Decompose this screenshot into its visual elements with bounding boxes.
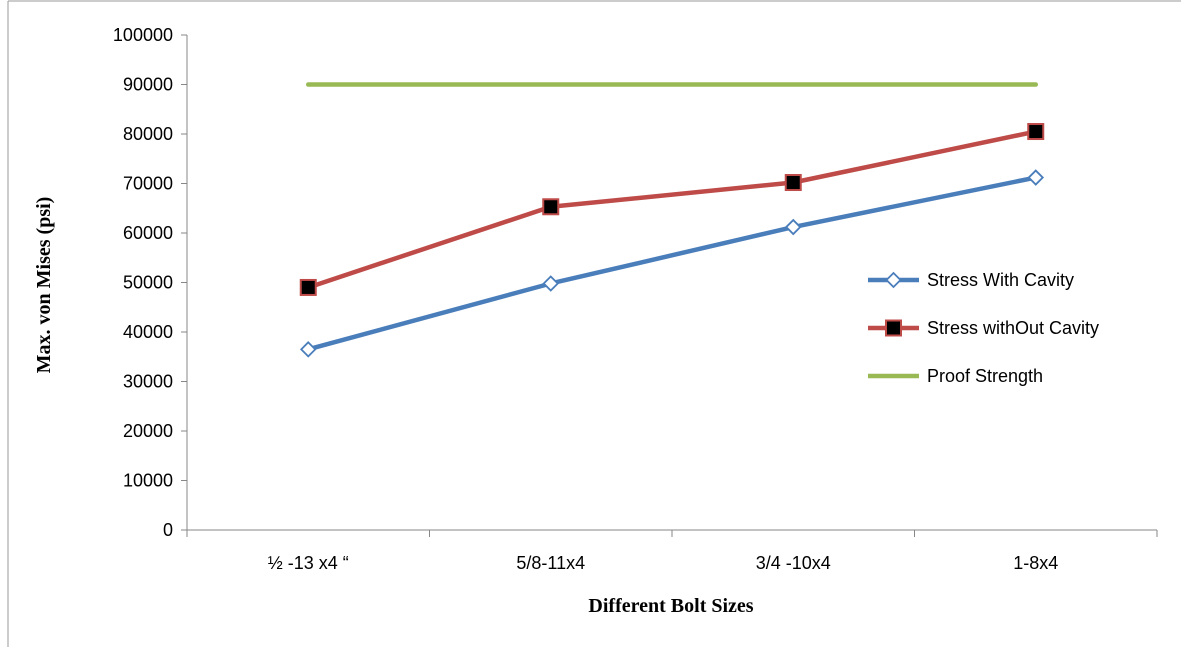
point-marker [1027, 123, 1045, 141]
x-axis-title: Different Bolt Sizes [588, 595, 753, 617]
y-tick-label: 30000 [123, 372, 173, 392]
x-tick-label: 5/8-11x4 [516, 553, 585, 573]
y-tick-label: 10000 [123, 471, 173, 491]
series-2 [299, 123, 1045, 296]
x-tick-label: ½ -13 x4 “ [268, 553, 349, 573]
x-tick-label: 3/4 -10x4 [756, 553, 831, 573]
y-tick-label: 60000 [123, 223, 173, 243]
legend-item: Stress withOut Cavity [868, 318, 1099, 338]
legend: Stress With Cavity Stress withOut Cavity P… [868, 270, 1099, 386]
point-marker [299, 278, 317, 296]
series-line [306, 175, 1038, 352]
y-tick-label: 50000 [123, 273, 173, 293]
legend-item: Proof Strength [868, 366, 1043, 386]
point-marker [299, 341, 317, 358]
point-marker [885, 319, 902, 337]
point-marker [784, 218, 802, 236]
legend-item: Stress With Cavity [868, 270, 1074, 290]
legend-label: Stress With Cavity [927, 270, 1074, 290]
series-1 [299, 169, 1045, 358]
x-tick-label: 1-8x4 [1013, 553, 1058, 573]
series-group [299, 82, 1045, 358]
legend-label: Proof Strength [927, 366, 1043, 386]
point-marker [1027, 169, 1045, 186]
y-tick-label: 80000 [123, 124, 173, 144]
point-marker [542, 198, 560, 216]
y-axis-title: Max. von Mises (psi) [33, 197, 55, 374]
point-marker [784, 174, 802, 192]
point-marker [885, 271, 902, 289]
axes: 0 10000 20000 30000 40000 50000 60000 70000 8000… [113, 25, 1158, 573]
y-tick-label: 90000 [123, 75, 173, 95]
y-tick-label: 70000 [123, 174, 173, 194]
y-tick-label: 20000 [123, 421, 173, 441]
y-tick-label: 40000 [123, 322, 173, 342]
series-line [306, 129, 1038, 290]
y-tick-label: 100000 [113, 25, 173, 45]
point-marker [542, 275, 560, 292]
y-tick-label: 0 [163, 520, 173, 540]
legend-label: Stress withOut Cavity [927, 318, 1099, 338]
